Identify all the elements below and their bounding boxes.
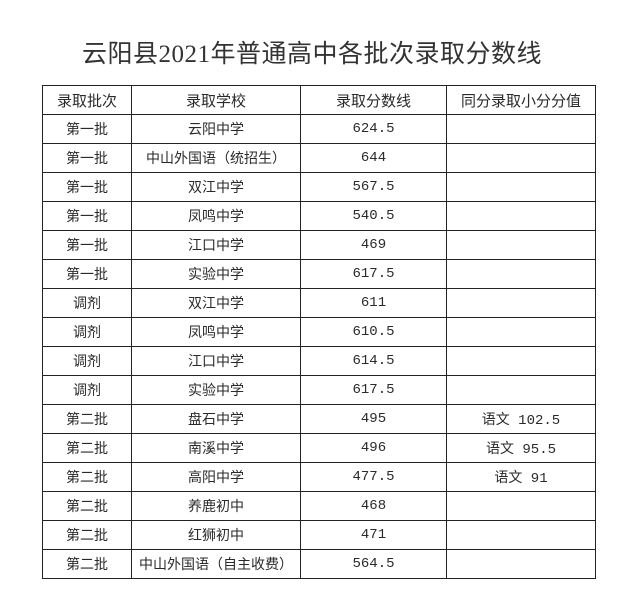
cell-batch: 第二批 <box>42 549 132 579</box>
cell-tiebreak <box>446 491 596 521</box>
cell-score: 624.5 <box>300 114 447 144</box>
cell-tiebreak <box>446 114 596 144</box>
cell-tiebreak <box>446 230 596 260</box>
cell-score: 496 <box>300 433 447 463</box>
table-row: 调剂 江口中学 614.5 <box>42 346 596 376</box>
cell-tiebreak <box>446 375 596 405</box>
cell-batch: 调剂 <box>42 288 132 318</box>
table-row: 第一批 凤鸣中学 540.5 <box>42 201 596 231</box>
cell-tiebreak: 语文 102.5 <box>446 404 596 434</box>
header-score: 录取分数线 <box>300 85 447 115</box>
cell-tiebreak <box>446 520 596 550</box>
cell-school: 实验中学 <box>131 375 301 405</box>
cell-school: 凤鸣中学 <box>131 317 301 347</box>
cell-tiebreak <box>446 201 596 231</box>
table-row: 第一批 中山外国语（统招生） 644 <box>42 143 596 173</box>
cell-batch: 第二批 <box>42 462 132 492</box>
cell-school: 江口中学 <box>131 346 301 376</box>
table-row: 第二批 南溪中学 496 语文 95.5 <box>42 433 596 463</box>
cell-school: 实验中学 <box>131 259 301 289</box>
cell-batch: 第一批 <box>42 172 132 202</box>
cell-batch: 调剂 <box>42 375 132 405</box>
cell-score: 469 <box>300 230 447 260</box>
cell-score: 468 <box>300 491 447 521</box>
cell-school: 南溪中学 <box>131 433 301 463</box>
cell-school: 红狮初中 <box>131 520 301 550</box>
cell-batch: 第一批 <box>42 201 132 231</box>
cell-batch: 第一批 <box>42 143 132 173</box>
cell-school: 双江中学 <box>131 172 301 202</box>
cell-tiebreak <box>446 317 596 347</box>
table-row: 第二批 中山外国语（自主收费） 564.5 <box>42 549 596 579</box>
cell-score: 495 <box>300 404 447 434</box>
cell-score: 610.5 <box>300 317 447 347</box>
cell-batch: 第一批 <box>42 259 132 289</box>
cell-score: 471 <box>300 520 447 550</box>
table-row: 调剂 双江中学 611 <box>42 288 596 318</box>
cell-tiebreak <box>446 549 596 579</box>
header-tiebreak: 同分录取小分分值 <box>446 85 596 115</box>
table-row: 第二批 高阳中学 477.5 语文 91 <box>42 462 596 492</box>
table-row: 第一批 江口中学 469 <box>42 230 596 260</box>
cell-batch: 调剂 <box>42 346 132 376</box>
cell-batch: 调剂 <box>42 317 132 347</box>
document-title: 云阳县2021年普通高中各批次录取分数线 <box>81 41 542 68</box>
cell-score: 644 <box>300 143 447 173</box>
table-row: 第一批 云阳中学 624.5 <box>42 114 596 144</box>
cell-batch: 第二批 <box>42 433 132 463</box>
cell-school: 凤鸣中学 <box>131 201 301 231</box>
table-header-row: 录取批次 录取学校 录取分数线 同分录取小分分值 <box>42 85 596 115</box>
table-row: 第一批 双江中学 567.5 <box>42 172 596 202</box>
cell-score: 611 <box>300 288 447 318</box>
cell-school: 双江中学 <box>131 288 301 318</box>
cell-score: 617.5 <box>300 259 447 289</box>
table-row: 第一批 实验中学 617.5 <box>42 259 596 289</box>
cell-tiebreak <box>446 288 596 318</box>
table-row: 调剂 实验中学 617.5 <box>42 375 596 405</box>
cell-school: 云阳中学 <box>131 114 301 144</box>
cell-score: 477.5 <box>300 462 447 492</box>
cell-tiebreak: 语文 95.5 <box>446 433 596 463</box>
cell-score: 614.5 <box>300 346 447 376</box>
cell-score: 617.5 <box>300 375 447 405</box>
cell-tiebreak <box>446 259 596 289</box>
cell-score: 540.5 <box>300 201 447 231</box>
cell-school: 江口中学 <box>131 230 301 260</box>
cell-school: 中山外国语（统招生） <box>131 143 301 173</box>
table-row: 第二批 红狮初中 471 <box>42 520 596 550</box>
cell-school: 高阳中学 <box>131 462 301 492</box>
table-row: 第二批 养鹿初中 468 <box>42 491 596 521</box>
cell-school: 养鹿初中 <box>131 491 301 521</box>
cell-school: 盘石中学 <box>131 404 301 434</box>
cell-score: 567.5 <box>300 172 447 202</box>
cell-batch: 第一批 <box>42 114 132 144</box>
cell-score: 564.5 <box>300 549 447 579</box>
header-batch: 录取批次 <box>42 85 132 115</box>
cell-school: 中山外国语（自主收费） <box>131 549 301 579</box>
table-row: 调剂 凤鸣中学 610.5 <box>42 317 596 347</box>
header-school: 录取学校 <box>131 85 301 115</box>
cell-batch: 第二批 <box>42 404 132 434</box>
cell-tiebreak <box>446 346 596 376</box>
cell-batch: 第二批 <box>42 491 132 521</box>
cell-batch: 第一批 <box>42 230 132 260</box>
admission-score-table: 录取批次 录取学校 录取分数线 同分录取小分分值 第一批 云阳中学 624.5 第一批… <box>42 85 596 579</box>
cell-tiebreak <box>446 143 596 173</box>
cell-batch: 第二批 <box>42 520 132 550</box>
cell-tiebreak: 语文 91 <box>446 462 596 492</box>
table-row: 第二批 盘石中学 495 语文 102.5 <box>42 404 596 434</box>
cell-tiebreak <box>446 172 596 202</box>
